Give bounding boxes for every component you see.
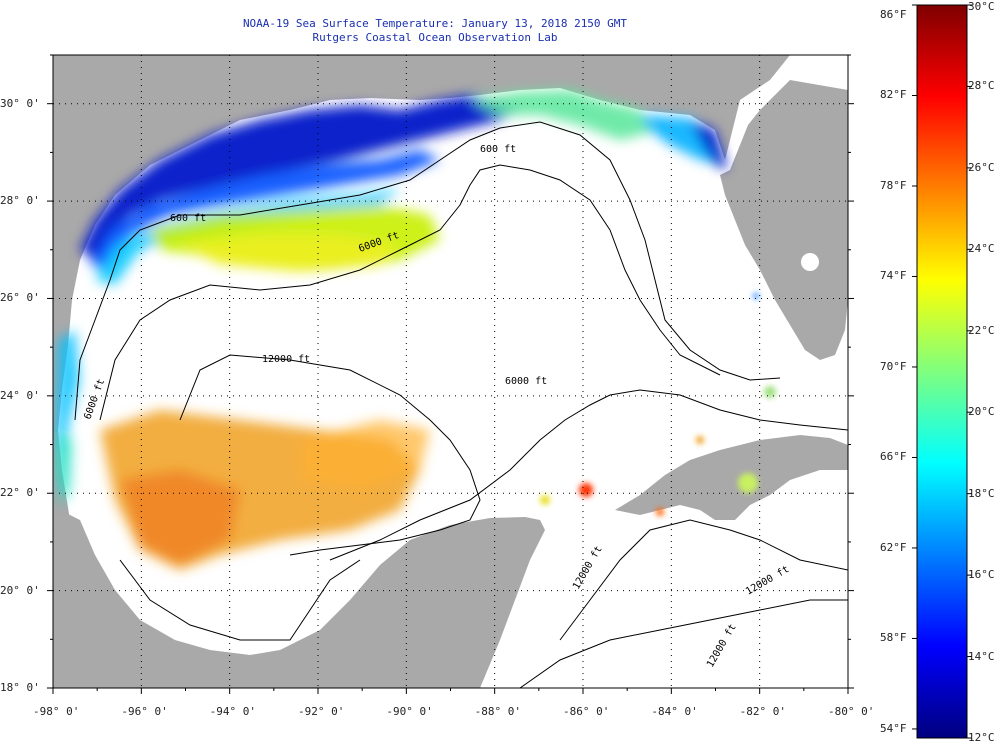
contour-label: 600 ft [480,144,516,155]
lon-tick-label: -92° 0' [298,705,345,718]
lon-tick-label: -82° 0' [739,705,787,718]
lon-tick-label: -96° 0' [121,705,168,718]
colorbar-celsius-label: 12°C [968,731,995,744]
island-blob [801,253,819,271]
colorbar-celsius-label: 18°C [968,486,995,500]
contour-caribbean-2 [519,599,848,688]
contour-label: 600 ft [170,213,206,224]
map-title: NOAA-19 Sea Surface Temperature: January… [242,17,628,30]
colorbar-celsius-label: 20°C [968,405,995,419]
colorbar-celsius-label: 16°C [968,568,995,582]
bathymetry-contours [74,121,848,688]
sst-field [55,90,728,570]
colorbar-fahrenheit-label: 86°F [880,8,907,21]
lon-tick-label: -98° 0' [33,705,80,718]
colorbar-celsius-label: 14°C [968,649,995,663]
contour-caribbean [559,519,848,641]
contour-600ft [74,121,781,421]
lon-tick-label: -86° 0' [563,705,610,718]
colorbar-fahrenheit-label: 74°F [880,269,907,283]
colorbar-fahrenheit-label: 82°F [880,88,907,102]
colorbar-fahrenheit-label: 62°F [880,540,907,554]
colorbar [916,4,968,739]
lat-tick-label: 30° 0' [0,96,40,110]
lat-tick-label: 22° 0' [0,486,40,500]
grid-lines [53,55,848,688]
sst-spots [540,293,776,516]
lat-tick-label: 18° 0' [0,681,40,694]
colorbar-celsius-label: 30°C [968,0,995,13]
colorbar-fahrenheit-label: 78°F [880,178,907,192]
colorbar-fahrenheit-label: 58°F [880,631,907,645]
contour-6000ft [99,164,721,421]
lon-tick-label: -84° 0' [651,705,698,718]
lat-tick-label: 28° 0' [0,194,40,208]
colorbar-celsius-label: 26°C [968,160,995,174]
colorbar-ticks [912,4,972,739]
cuba-landmass [615,435,848,520]
mexico-landmass [53,510,545,688]
contour-12000ft [179,354,481,556]
colorbar-celsius-label: 28°C [968,79,995,93]
contour-label: 6000 ft [505,376,547,387]
colorbar-fahrenheit-label: 70°F [880,359,907,373]
contour-label: 12000 ft [262,354,310,365]
colorbar-fahrenheit-label: 54°F [880,721,907,735]
lon-tick-label: -90° 0' [386,705,433,718]
colorbar-celsius-label: 22°C [968,323,995,337]
lon-tick-label: -88° 0' [474,705,522,718]
lat-tick-label: 26° 0' [0,291,40,305]
lat-tick-label: 24° 0' [0,388,40,402]
lat-tick-label: 20° 0' [0,583,40,597]
us-landmass [53,55,848,560]
contour-yucatan [329,389,848,561]
axis-ticks [47,54,854,694]
map-subtitle: Rutgers Coastal Ocean Observation Lab [312,31,558,44]
colorbar-fahrenheit-label: 66°F [880,450,907,464]
contour-yucatan-2 [119,559,361,641]
map-content [53,55,848,688]
lon-tick-label: -94° 0' [209,705,257,718]
colorbar-celsius-label: 24°C [968,242,995,256]
lon-tick-label: -80° 0' [828,705,875,718]
